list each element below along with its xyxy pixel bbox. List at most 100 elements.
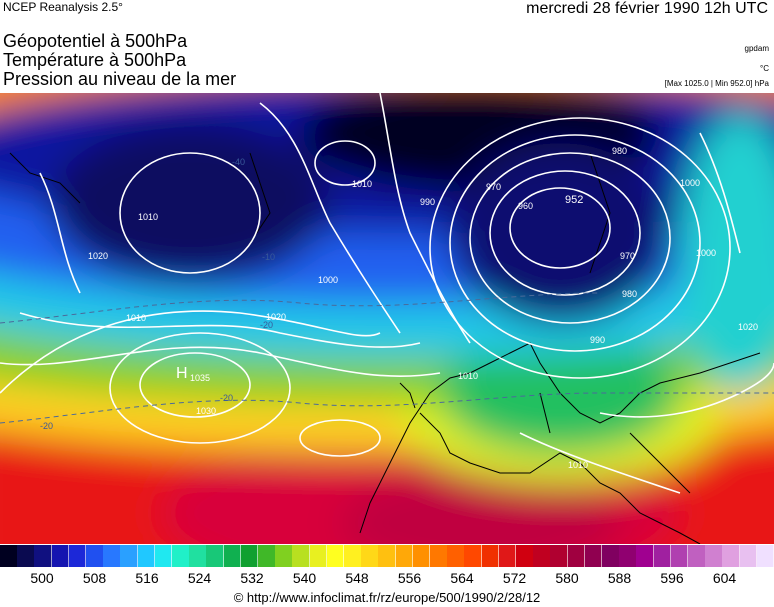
color-scale-tick-label: 596 [660, 570, 684, 586]
color-scale-swatch [172, 545, 190, 567]
color-scale-swatch [86, 545, 104, 567]
unit-pressure-range: [Max 1025.0 | Min 952.0] hPa [664, 79, 769, 88]
color-scale-swatch [636, 545, 655, 567]
credit-url[interactable]: © http://www.infoclimat.fr/rz/europe/500… [233, 590, 541, 605]
title-temperature: Température à 500hPa [3, 50, 187, 70]
color-scale-swatch [206, 545, 225, 567]
color-scale-swatch [103, 545, 121, 567]
temperature-label: -20 [260, 320, 273, 330]
geopotential-field [0, 93, 774, 544]
color-scale-swatch [361, 545, 379, 567]
color-scale-swatch [481, 545, 500, 567]
color-scale-tick-label: 500 [30, 570, 54, 586]
color-scale-swatch [567, 545, 586, 567]
isobar-label: 960 [518, 201, 533, 211]
color-scale-swatch [464, 545, 483, 567]
color-scale-tick-label: 548 [345, 570, 369, 586]
color-scale-swatch [189, 545, 207, 567]
color-scale-tick-label: 588 [607, 570, 632, 586]
isobar-labels: 1010 1020 1010 1020 1010 1000 990 970 96… [88, 146, 758, 470]
color-scale-tick-label: 604 [712, 570, 737, 586]
color-scale-swatch [653, 545, 672, 567]
color-scale-tick-label: 540 [292, 570, 317, 586]
source-label: NCEP Reanalysis 2.5° [3, 0, 123, 14]
color-scale-swatch [395, 545, 414, 567]
color-scale-tick-label: 556 [397, 570, 422, 586]
color-scale-swatch [258, 545, 276, 567]
color-scale-swatch [309, 545, 328, 567]
coastlines [9, 152, 761, 544]
title-geopotential: Géopotentiel à 500hPa [3, 31, 188, 51]
color-scale-tick-label: 524 [187, 570, 212, 586]
color-scale-swatch [533, 545, 551, 567]
isobar-label: 1010 [458, 371, 478, 381]
color-scale-swatch [378, 545, 397, 567]
color-scale-swatch [722, 545, 741, 567]
color-scale-swatch [223, 545, 242, 567]
color-scale-swatch [688, 545, 706, 567]
isobar-label: 990 [590, 335, 605, 345]
color-scale-swatch [550, 545, 569, 567]
color-scale-swatch [705, 545, 723, 567]
color-scale-swatch [51, 545, 70, 567]
color-scale-swatch [498, 545, 517, 567]
color-scale-swatch [756, 545, 774, 567]
weather-map: 1010 1020 1010 1020 1010 1000 990 970 96… [0, 93, 774, 544]
isobar-label: 1010 [568, 460, 588, 470]
color-scale-swatch [670, 545, 689, 567]
temperature-label: -10 [262, 252, 275, 262]
unit-celsius: °C [760, 64, 769, 73]
isobar-label: 970 [486, 182, 501, 192]
color-scale-tick-label: 580 [555, 570, 579, 586]
temperature-labels: -40 -10 -20 -20 -20 [40, 157, 275, 431]
date-label: mercredi 28 février 1990 12h UTC [526, 0, 768, 17]
color-scale-swatch [412, 545, 431, 567]
isobar-label: 1000 [680, 178, 700, 188]
color-scale-swatch [447, 545, 465, 567]
isobar-label: 980 [612, 146, 627, 156]
temperature-label: -40 [232, 157, 245, 167]
color-scale-swatch [292, 545, 311, 567]
color-scale-swatch [739, 545, 758, 567]
color-scale-tick-label: 516 [135, 570, 159, 586]
color-scale-swatch [0, 545, 18, 567]
isobar-label: 1000 [318, 275, 338, 285]
color-scale-swatch [34, 545, 53, 567]
isobar-label: 970 [620, 251, 635, 261]
isobar-label: 1000 [696, 248, 716, 258]
high-pressure-marker: H [176, 365, 188, 382]
color-scale-swatch [516, 545, 534, 567]
isobars [0, 93, 774, 494]
color-scale-tick-label: 564 [450, 570, 474, 586]
color-scale-swatch [120, 545, 139, 567]
color-scale-swatch [326, 545, 345, 567]
color-scale-swatch [430, 545, 448, 567]
isobar-label: 1020 [738, 322, 758, 332]
color-scale-swatch [275, 545, 293, 567]
color-scale-swatch [17, 545, 35, 567]
color-scale-swatch [584, 545, 603, 567]
title-pressure: Pression au niveau de la mer [3, 69, 237, 89]
high-pressure-value: 1035 [190, 373, 210, 383]
isobar-label: 990 [420, 197, 435, 207]
unit-gpdam: gpdam [744, 44, 769, 53]
isobar-label: 980 [622, 289, 637, 299]
temperature-label: -20 [40, 421, 53, 431]
color-scale-swatch [619, 545, 637, 567]
color-scale-swatch [344, 545, 362, 567]
color-scale-swatch [68, 545, 87, 567]
color-scale-swatch [602, 545, 620, 567]
temperature-lines [0, 292, 774, 424]
isobar-label: 1030 [196, 406, 216, 416]
isobar-label: 1010 [126, 313, 146, 323]
color-scale-tick-label: 508 [82, 570, 107, 586]
isobar-label: 1020 [88, 251, 108, 261]
isobar-label: 1010 [352, 179, 372, 189]
color-scale-tick-label: 572 [502, 570, 527, 586]
isobar-label: 1020 [266, 312, 286, 322]
isobar-label: 1010 [138, 212, 158, 222]
low-pressure-label: 952 [565, 194, 583, 206]
color-scale-swatch [240, 545, 259, 567]
color-scale-swatch [137, 545, 156, 567]
color-scale-swatch [154, 545, 173, 567]
